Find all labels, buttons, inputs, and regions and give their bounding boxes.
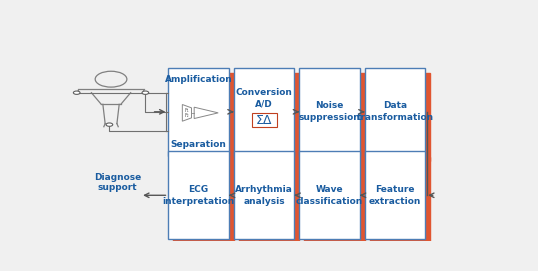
- FancyBboxPatch shape: [173, 73, 234, 161]
- FancyBboxPatch shape: [370, 73, 430, 161]
- Text: Data
transformation: Data transformation: [356, 101, 434, 122]
- FancyBboxPatch shape: [234, 68, 294, 156]
- FancyBboxPatch shape: [365, 151, 425, 239]
- Polygon shape: [182, 105, 192, 121]
- FancyBboxPatch shape: [299, 68, 360, 156]
- Circle shape: [106, 123, 113, 126]
- Text: ΣΔ: ΣΔ: [256, 114, 272, 127]
- Text: Feature
extraction: Feature extraction: [369, 185, 421, 206]
- FancyBboxPatch shape: [252, 113, 277, 127]
- Text: ECG
interpretation: ECG interpretation: [162, 185, 235, 206]
- Text: Amplification: Amplification: [165, 75, 232, 84]
- FancyBboxPatch shape: [168, 68, 229, 156]
- FancyBboxPatch shape: [305, 157, 365, 244]
- FancyBboxPatch shape: [305, 73, 365, 161]
- FancyBboxPatch shape: [299, 151, 360, 239]
- Circle shape: [73, 91, 80, 94]
- FancyBboxPatch shape: [168, 151, 229, 239]
- Text: Arrhythmia
analysis: Arrhythmia analysis: [235, 185, 293, 206]
- FancyBboxPatch shape: [234, 151, 294, 239]
- FancyBboxPatch shape: [370, 157, 430, 244]
- Circle shape: [142, 91, 148, 94]
- FancyBboxPatch shape: [239, 157, 299, 244]
- Text: Diagnose
support: Diagnose support: [94, 173, 141, 192]
- FancyBboxPatch shape: [365, 68, 425, 156]
- Text: F₂: F₂: [185, 113, 189, 118]
- Text: Separation: Separation: [171, 140, 226, 149]
- Text: Wave
classification: Wave classification: [296, 185, 363, 206]
- Polygon shape: [194, 107, 218, 118]
- Text: F₁: F₁: [185, 108, 189, 113]
- Text: Noise
suppression: Noise suppression: [299, 101, 360, 122]
- FancyBboxPatch shape: [239, 73, 299, 161]
- FancyBboxPatch shape: [173, 157, 234, 244]
- Text: Conversion
A/D: Conversion A/D: [236, 88, 293, 108]
